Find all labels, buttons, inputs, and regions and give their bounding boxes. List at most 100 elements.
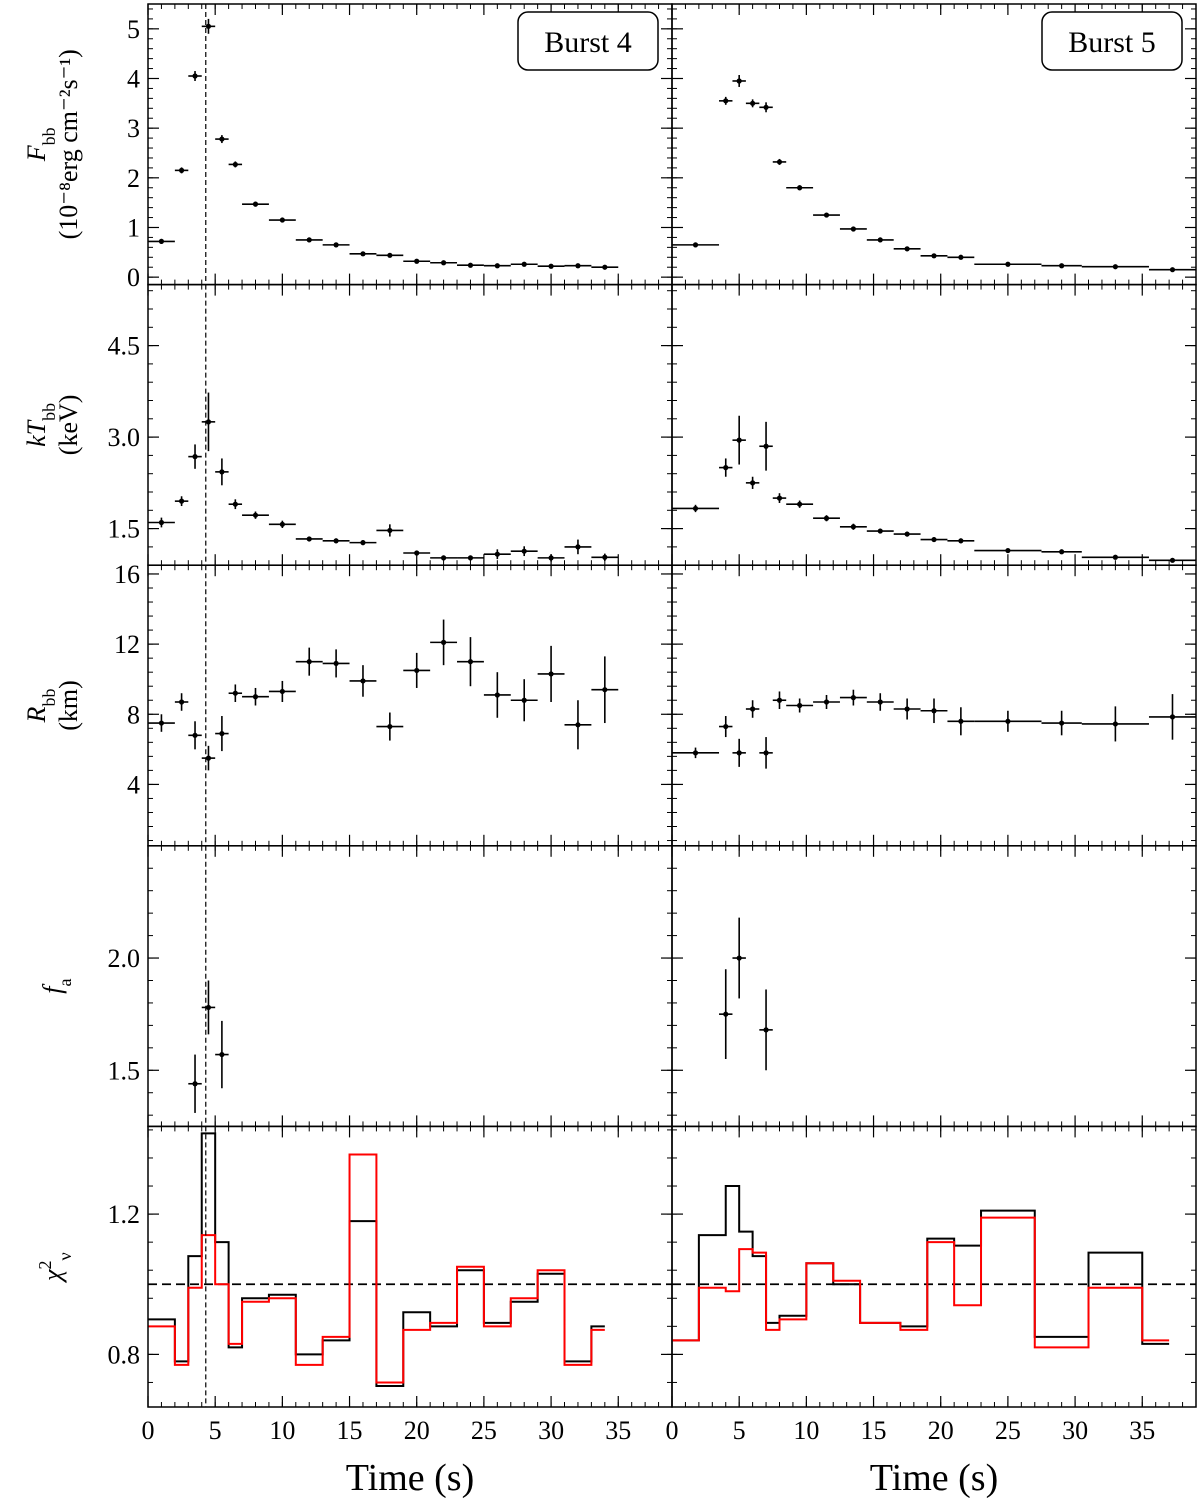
data-point [494, 263, 500, 269]
data-point [850, 226, 856, 232]
data-point [736, 955, 742, 961]
y-axis-label-line: χ2ν [35, 1252, 75, 1284]
data-point [1059, 549, 1065, 555]
y-tick-label: 1.5 [108, 515, 141, 544]
panel-fa-burst-5 [671, 845, 1197, 1128]
x-tick-label: 35 [1129, 1416, 1155, 1445]
y-axis-label-line: (km) [54, 680, 83, 731]
data-point [387, 723, 393, 730]
x-tick-label: 15 [861, 1416, 887, 1445]
data-point [548, 263, 554, 269]
data-point [548, 671, 554, 677]
data-point [602, 264, 608, 270]
burst-label: Burst 5 [1068, 26, 1156, 59]
label-sub: a [55, 978, 75, 986]
x-tick-label: 15 [337, 1416, 363, 1445]
data-point [1005, 547, 1011, 554]
data-point [877, 699, 883, 705]
data-point [904, 531, 910, 537]
data-point [575, 544, 581, 550]
x-tick-label: 20 [928, 1416, 954, 1445]
data-point [850, 695, 856, 701]
y-axis-label-line: (keV) [54, 395, 83, 456]
x-tick-label: 0 [142, 1416, 155, 1445]
data-point [387, 252, 393, 258]
data-point [797, 185, 803, 191]
data-point [467, 555, 474, 561]
data-point [931, 708, 937, 714]
data-point [467, 659, 474, 665]
panel-frame [147, 845, 673, 1128]
data-point [252, 694, 259, 700]
data-point [414, 550, 420, 556]
data-point [763, 750, 769, 756]
x-tick-label: 20 [404, 1416, 430, 1445]
data-point [575, 263, 581, 269]
data-point [958, 254, 964, 260]
label-main: R [22, 706, 51, 723]
data-point [1005, 718, 1011, 724]
data-point [823, 515, 830, 521]
data-point [279, 217, 285, 223]
label-main: kT [22, 419, 51, 447]
data-point [178, 498, 185, 504]
data-point [252, 201, 259, 207]
label-main: f [38, 983, 67, 994]
data-point [219, 1051, 225, 1058]
label-sub: bb [39, 689, 59, 707]
data-point [1112, 721, 1118, 727]
y-tick-label: 1.2 [108, 1200, 141, 1229]
data-point [1169, 557, 1176, 563]
data-point [232, 690, 238, 696]
data-point [178, 699, 185, 705]
data-point [850, 524, 856, 530]
data-point [252, 512, 259, 518]
y-tick-label: 1 [127, 213, 140, 242]
data-point [440, 555, 447, 561]
panel-fa-burst-4: 1.5 2.0 [108, 845, 673, 1128]
y-axis-label-line: Fbb [22, 127, 59, 162]
data-point [602, 687, 608, 693]
chi-step-red [672, 1216, 1170, 1349]
data-point [1059, 263, 1065, 269]
data-point [1005, 261, 1011, 267]
y-tick-label: 3 [127, 114, 140, 143]
y-tick-label: 2 [127, 164, 140, 193]
panel-frame [671, 1125, 1197, 1408]
y-tick-label: 0.8 [108, 1340, 141, 1369]
label-main: F [22, 144, 51, 162]
data-point [723, 723, 729, 730]
data-point [877, 528, 883, 534]
label-sub: bb [39, 403, 59, 421]
data-point [776, 697, 783, 703]
data-point [750, 480, 756, 486]
data-point [414, 667, 420, 674]
data-point [219, 136, 225, 142]
data-point [823, 699, 830, 705]
chi-step-red [148, 1153, 605, 1384]
data-point [1112, 554, 1118, 560]
data-point [736, 750, 742, 756]
data-point [333, 660, 339, 667]
data-point [958, 538, 964, 544]
data-point [333, 242, 339, 248]
y-axis-label-line: fa [38, 978, 75, 993]
data-point [548, 555, 554, 561]
data-point [575, 722, 581, 728]
data-point [414, 258, 420, 264]
y-axis-label-line: Rbb [22, 689, 59, 724]
x-tick-label: 25 [995, 1416, 1021, 1445]
y-tick-label: 12 [114, 630, 140, 659]
panel-frame [671, 845, 1197, 1128]
data-point [333, 538, 339, 544]
data-point [158, 238, 165, 244]
x-axis-label: Time (s) [870, 1457, 998, 1499]
data-point [521, 697, 527, 703]
chi-step-black [672, 1185, 1170, 1345]
panel-chi-burst-4: 0.8 1.2 0 5 10 15 20 25 30 35 Time (s) [108, 1125, 673, 1499]
data-point [521, 548, 527, 554]
data-point [692, 750, 699, 756]
data-point [205, 23, 212, 29]
y-tick-label: 3.0 [108, 423, 141, 452]
